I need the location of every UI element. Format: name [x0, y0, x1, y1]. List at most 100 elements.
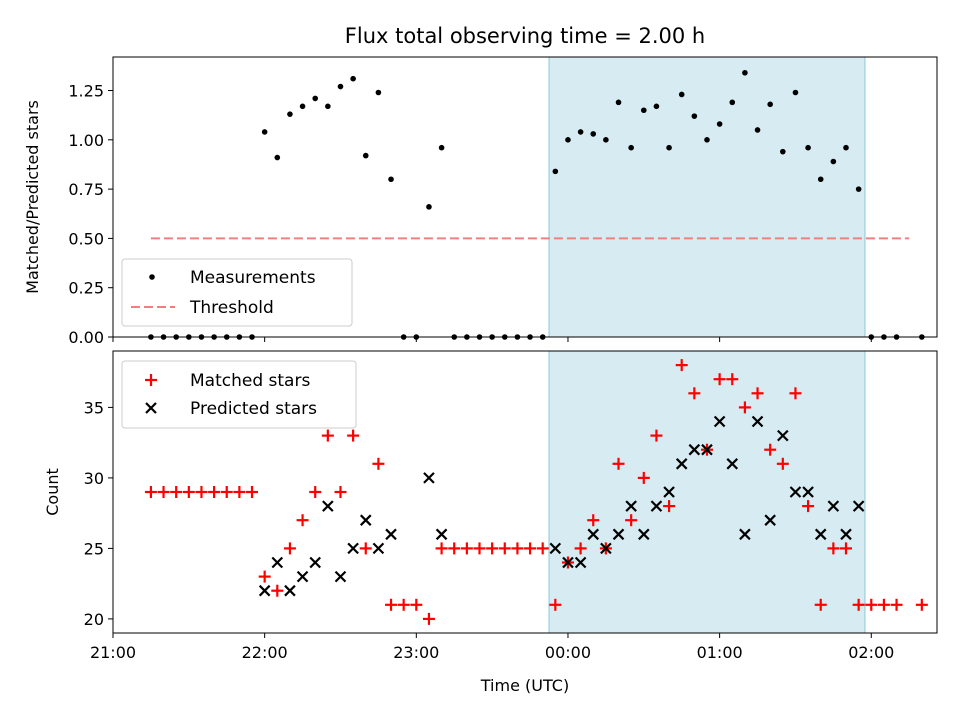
matched-star-point: [713, 373, 726, 386]
predicted-star-point: [663, 486, 675, 498]
measurement-point: [350, 75, 356, 82]
bottom-xtick-label: 21:00: [90, 643, 136, 662]
matched-star-point: [852, 598, 865, 611]
measurement-point: [767, 101, 773, 108]
top-ytick-label: 1.25: [68, 82, 104, 101]
predicted-star-point: [322, 500, 334, 512]
measurement-point: [678, 91, 685, 98]
predicted-star-point: [638, 528, 650, 541]
predicted-star-point: [751, 415, 764, 428]
predicted-star-point: [385, 528, 397, 541]
predicted-star-point: [284, 584, 296, 597]
predicted-star-point: [840, 528, 852, 541]
predicted-star-point: [562, 556, 574, 569]
measurement-point: [438, 144, 445, 151]
measurement-point: [590, 131, 597, 137]
top-ytick-label: 0.75: [68, 180, 104, 199]
bottom-xtick-label: 22:00: [242, 643, 288, 662]
bottom-ytick-label: 20: [84, 610, 104, 629]
matched-star-point: [195, 486, 208, 498]
predicted-star-point: [271, 556, 284, 569]
matched-star-point: [258, 570, 271, 583]
matched-star-point: [422, 612, 435, 625]
predicted-star-point: [713, 415, 726, 428]
legend-matched-label: Matched stars: [190, 371, 310, 391]
legend-measurements-label: Measurements: [190, 268, 316, 288]
matched-star-point: [208, 486, 221, 498]
matched-star-point: [625, 514, 638, 527]
measurement-point: [577, 129, 584, 135]
matched-star-point: [157, 486, 170, 498]
measurement-point: [691, 113, 698, 119]
top-ytick-label: 0.50: [68, 229, 104, 248]
legend-threshold-label: Threshold: [189, 298, 274, 318]
measurement-point: [312, 95, 319, 102]
matched-star-point: [460, 542, 473, 555]
matched-star-point: [397, 598, 410, 611]
matched-star-point: [764, 443, 777, 456]
matched-star-point: [688, 387, 701, 400]
bottom-ytick-label: 35: [84, 398, 104, 417]
matched-star-point: [220, 486, 233, 498]
matched-star-point: [738, 401, 751, 414]
top-ytick-label: 0.25: [68, 279, 104, 298]
measurement-point: [426, 204, 432, 210]
bottom-legend-box: [121, 360, 357, 429]
predicted-star-point: [372, 542, 385, 555]
matched-star-point: [549, 598, 562, 611]
matched-star-point: [498, 542, 511, 555]
bottom-xtick-label: 23:00: [393, 643, 439, 662]
measurement-point: [261, 129, 268, 135]
measurement-point: [615, 99, 622, 106]
predicted-star-point: [814, 528, 827, 541]
measurement-point: [666, 144, 672, 151]
bottom-xticks-group: 21:00 22:00 23:00 00:00 01:00 02:00: [90, 633, 894, 662]
matched-star-point: [802, 500, 815, 513]
matched-star-point: [448, 542, 461, 555]
predicted-star-point: [764, 514, 776, 526]
matched-star-point: [435, 542, 448, 555]
measurement-point: [817, 176, 824, 183]
predicted-star-point: [650, 500, 663, 512]
matched-star-point: [751, 387, 764, 400]
matched-star-point: [321, 429, 334, 442]
measurement-point: [388, 176, 394, 183]
bottom-points-group: [144, 359, 928, 625]
matched-star-point: [675, 359, 688, 372]
top-ytick-label: 0.00: [68, 328, 104, 347]
predicted-star-point: [789, 486, 802, 498]
matched-star-point: [637, 471, 650, 484]
predicted-star-point: [777, 429, 789, 442]
predicted-star-point: [423, 472, 435, 484]
matched-star-point: [372, 457, 385, 470]
top-legend-box: [121, 258, 353, 327]
predicted-star-point: [739, 528, 751, 541]
predicted-star-point: [549, 542, 562, 555]
predicted-star-point: [600, 542, 612, 555]
measurement-point: [337, 83, 344, 90]
matched-star-point: [536, 542, 549, 555]
measurement-point: [362, 152, 369, 159]
predicted-star-point: [802, 486, 814, 498]
measurement-point: [287, 111, 293, 117]
matched-star-point: [877, 598, 890, 611]
matched-star-point: [144, 486, 157, 498]
predicted-star-point: [347, 542, 359, 555]
legend-measurements-marker: [149, 274, 155, 280]
measurement-point: [325, 103, 331, 110]
matched-star-point: [170, 486, 183, 498]
top-shaded-region: [548, 56, 866, 338]
matched-star-point: [612, 457, 625, 470]
matched-star-point: [574, 542, 587, 555]
matched-star-point: [650, 429, 663, 442]
chart-title: Flux total observing time = 2.00 h: [345, 24, 705, 48]
measurement-point: [628, 144, 634, 151]
predicted-star-point: [258, 584, 271, 597]
top-ytick-label: 1.00: [68, 131, 104, 150]
matched-star-point: [915, 598, 928, 611]
top-ylabel: Matched/Predicted stars: [23, 100, 42, 294]
predicted-star-point: [688, 443, 701, 456]
bottom-xtick-label: 02:00: [848, 643, 894, 662]
